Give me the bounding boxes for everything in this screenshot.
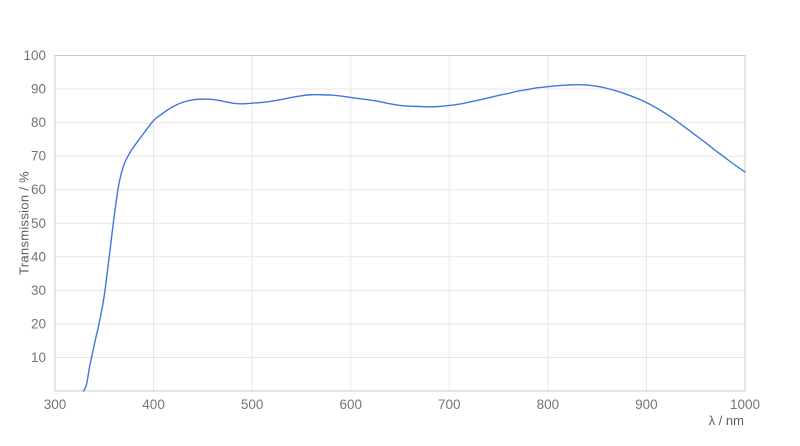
transmission-curve [82,83,746,392]
x-tick-label: 800 [537,397,560,412]
y-tick-label: 80 [31,115,46,130]
y-tick-label: 90 [31,82,46,97]
x-tick-label: 500 [241,397,264,412]
y-tick-label: 20 [31,316,46,331]
x-tick-label: 1000 [730,397,760,412]
x-tick-label: 600 [339,397,362,412]
x-tick-label: 400 [142,397,165,412]
plot-border [54,55,746,392]
x-axis-title: λ / nm [708,413,744,428]
y-tick-label: 50 [31,216,46,231]
y-tick-label: 10 [31,350,46,365]
y-tick-label: 70 [31,149,46,164]
y-tick-label: 40 [31,249,46,264]
y-tick-label: 60 [31,182,46,197]
x-tick-label: 900 [635,397,658,412]
y-tick-label: 30 [31,283,46,298]
x-tick-label: 300 [44,397,67,412]
y-axis-title: Transmission / % [16,170,32,276]
x-tick-label: 700 [438,397,461,412]
y-tick-label: 100 [23,48,46,63]
